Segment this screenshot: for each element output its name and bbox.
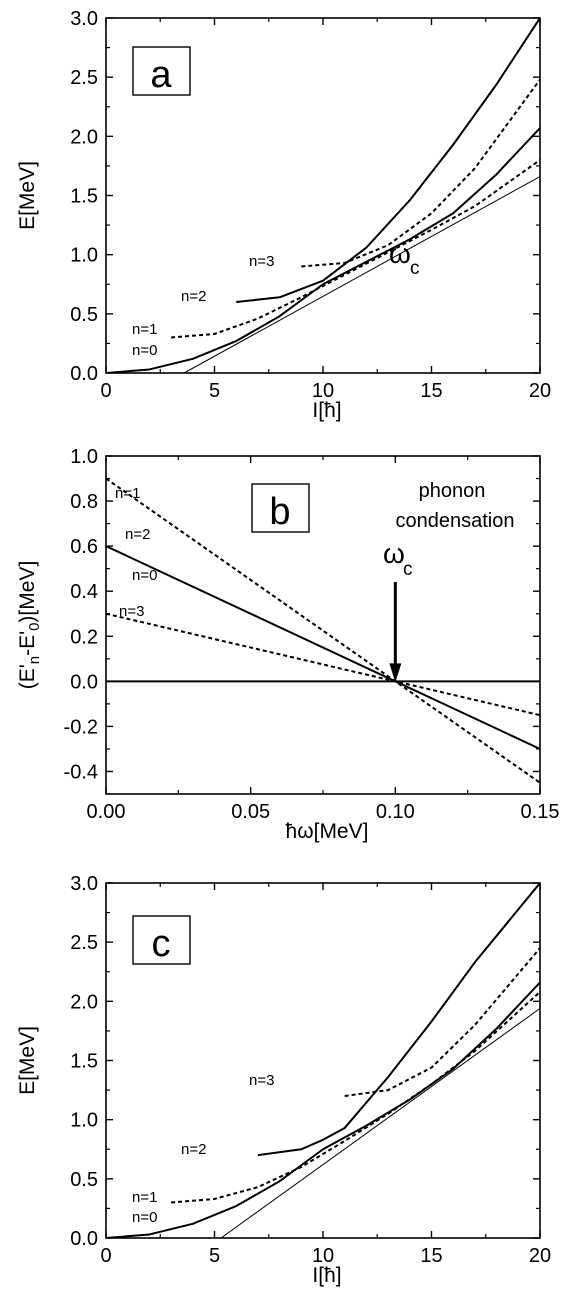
x-tick-label: 0 [100,380,111,402]
y-tick-label: 3.0 [70,873,98,895]
y-tick-label: 1.5 [70,1051,98,1073]
curve-label-n1: n=1 [132,321,157,338]
x-tick-label: 20 [529,1245,551,1267]
y-tick-label: -0.4 [64,761,98,783]
series-n1-line [171,991,540,1204]
curve-label-n1: n=1 [132,1189,157,1206]
x-tick-label: 0.05 [231,801,270,823]
y-tick-label: 0.0 [70,671,98,693]
series-n0-line [106,981,540,1238]
omega-c-subscript: c [410,258,420,279]
x-tick-label: 0.15 [521,801,560,823]
panel-a: 0 5 10 15 20 0.0 0.5 1.0 1.5 2.0 2.5 3.0 n=0 n=1 n=2 n=… [16,8,551,422]
y-tick-label: 1.0 [70,446,98,468]
x-tick-label: 0.00 [87,801,126,823]
series-n3-line [301,78,540,268]
y-axis-label-part: n [26,656,43,664]
panel-label: c [152,923,171,965]
omega-c-subscript: c [403,559,413,580]
x-tick-label: 10 [312,380,334,402]
y-tick-label: 2.0 [70,991,98,1013]
series-n3-line [344,947,540,1097]
y-tick-label: 1.0 [70,245,98,267]
series-group [106,883,540,1238]
panel-label-box [132,915,191,965]
series-tangent-line [220,1008,540,1238]
series-n0-line [106,127,540,373]
panel-c: 0 5 10 15 20 0.0 0.5 1.0 1.5 2.0 2.5 3.0 n=0 n=1 n=2 n=… [16,873,551,1287]
panel-label-box [132,46,191,96]
y-tick-label: 0.0 [70,363,98,385]
y-axis-label: E[MeV] [16,1026,39,1095]
y-tick-label: 3.0 [70,8,98,30]
condensation-arrow-head [389,663,402,683]
curve-label-n3: n=3 [119,603,144,620]
x-tick-label: 10 [312,1245,334,1267]
y-tick-label: -0.2 [64,716,98,738]
y-tick-label: 1.0 [70,1110,98,1132]
y-axis-label-part: -E' [16,631,39,656]
plot-frame [105,455,541,795]
series-n1-line [171,159,540,339]
x-tick-label: 15 [420,1245,442,1267]
y-tick-label: 0.5 [70,1169,98,1191]
x-tick-label: 5 [209,380,220,402]
x-tick-label: 0.10 [376,801,415,823]
curve-label-n0: n=0 [132,342,157,359]
panel-label-box [251,483,310,533]
series-n2-line [236,18,540,303]
y-axis-label: E[MeV] [16,161,39,230]
curve-label-n2: n=2 [181,288,206,305]
omega-c-label: ω [389,238,411,269]
y-tick-label: 0.6 [70,536,98,558]
curve-label-n1: n=1 [115,485,140,502]
annotation-condensation: condensation [396,510,515,532]
y-axis-label: (E'n-E'0)[MeV] [16,561,43,690]
x-tick-label: 0 [100,1245,111,1267]
curve-label-n3: n=3 [249,253,274,270]
panel-label: b [269,491,290,533]
y-tick-label: 2.0 [70,126,98,148]
y-tick-label: 0.8 [70,491,98,513]
series-n2-line [106,545,540,750]
y-tick-label: 0.2 [70,626,98,648]
series-tangent-line [183,176,540,373]
x-tick-label: 5 [209,1245,220,1267]
y-axis-label-part: (E' [16,664,39,689]
y-tick-label: 0.5 [70,304,98,326]
x-axis-label: ħω[MeV] [286,820,369,843]
y-tick-label: 2.5 [70,67,98,89]
y-tick-label: 1.5 [70,186,98,208]
curve-label-n0: n=0 [132,1209,157,1226]
y-tick-label: 0.4 [70,581,98,603]
series-n1-line [106,612,540,717]
x-tick-label: 20 [529,380,551,402]
series-n3-line [106,477,540,784]
x-axis-label: I[ħ] [312,399,341,422]
series-group [106,477,540,784]
y-axis-label-part: 0 [26,623,43,631]
panel-b: 0.00 0.05 0.10 0.15 -0.4 -0.2 0.0 0.2 0.4 0.6 0.8 1… [16,446,559,843]
curve-label-n2: n=2 [181,1141,206,1158]
curve-label-n2: n=2 [125,526,150,543]
annotation-phonon: phonon [419,480,486,502]
curve-label-n3: n=3 [249,1072,274,1089]
y-tick-label: 0.0 [70,1228,98,1250]
y-tick-label: 2.5 [70,932,98,954]
series-group [106,18,540,373]
x-axis-label: I[ħ] [312,1264,341,1287]
series-n2-line [257,883,540,1157]
curve-label-n0: n=0 [132,567,157,584]
panel-label: a [150,54,172,96]
omega-c-label: ω [383,538,405,569]
x-tick-label: 15 [420,380,442,402]
y-axis-label-part: )[MeV] [16,561,39,623]
